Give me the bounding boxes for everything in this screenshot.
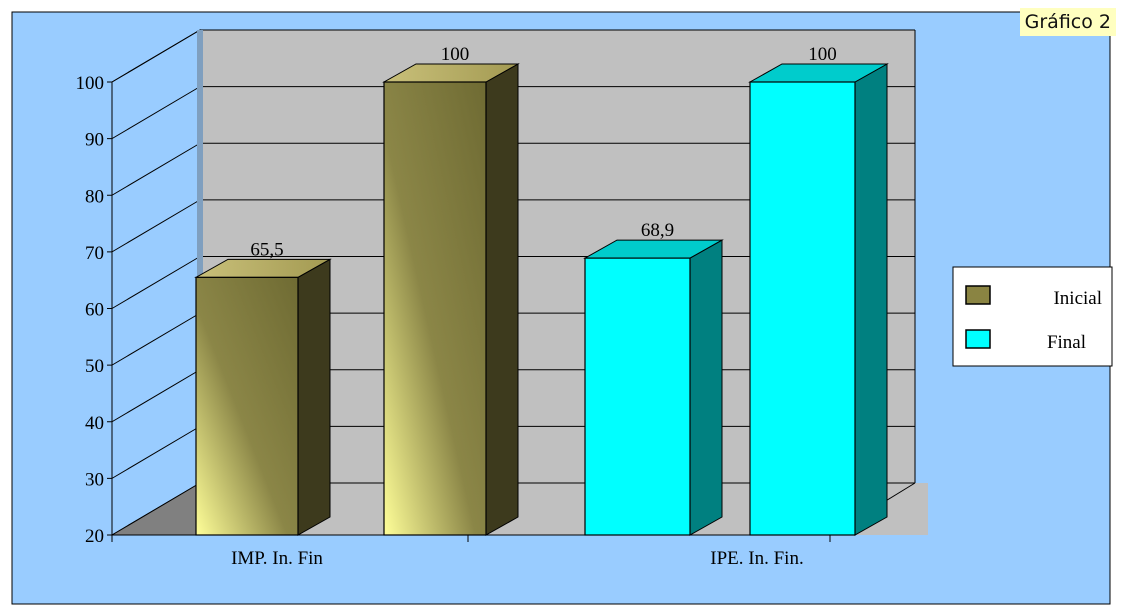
chart-number-badge: Gráfico 2	[1020, 8, 1116, 36]
y-tick-label: 100	[76, 73, 105, 94]
y-tick-label: 30	[85, 469, 104, 490]
bar	[750, 82, 855, 535]
bar	[196, 277, 298, 535]
x-category-label: IPE. In. Fin.	[710, 548, 803, 569]
y-tick-label: 70	[85, 243, 104, 264]
bar-side	[690, 240, 722, 535]
data-label: 100	[808, 44, 837, 65]
y-tick-label: 40	[85, 413, 104, 434]
legend-swatch	[966, 330, 990, 348]
bar	[585, 258, 690, 535]
data-label: 100	[441, 44, 470, 65]
bar	[384, 82, 486, 535]
legend-label: Final	[1047, 332, 1086, 353]
bar-side	[486, 64, 518, 535]
y-tick-label: 20	[85, 526, 104, 547]
x-category-label: IMP. In. Fin	[231, 548, 323, 569]
legend-label: Inicial	[1053, 288, 1102, 309]
y-tick-label: 60	[85, 300, 104, 321]
bar-side	[298, 259, 330, 535]
bar-side	[855, 64, 887, 535]
y-tick-label: 50	[85, 356, 104, 377]
data-label: 68,9	[641, 220, 674, 241]
data-label: 65,5	[250, 239, 283, 260]
y-tick-label: 90	[85, 130, 104, 151]
y-tick-label: 80	[85, 186, 104, 207]
legend	[953, 267, 1112, 366]
legend-swatch	[966, 286, 990, 304]
